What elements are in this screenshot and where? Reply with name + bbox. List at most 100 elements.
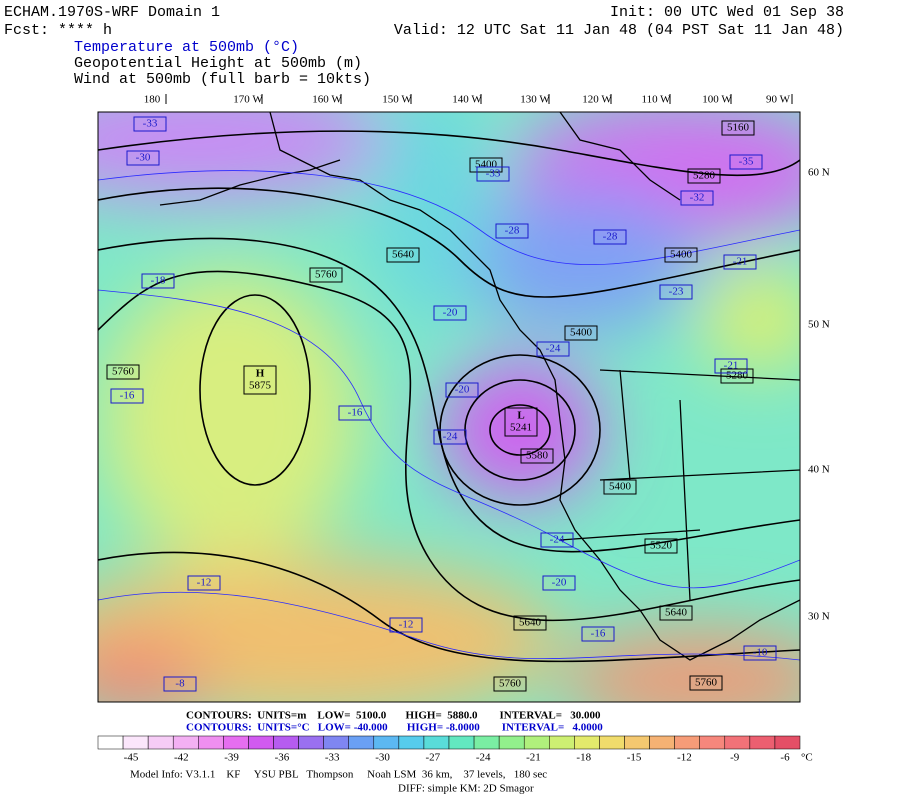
temperature-label-box (729, 154, 763, 170)
height-label-box (520, 448, 554, 464)
colorbar-tick-label: -30 (375, 752, 390, 764)
temperature-label-box (389, 617, 423, 633)
colorbar-tick-label: -24 (476, 752, 491, 764)
temperature-label: -10 (753, 647, 768, 659)
longitude-label: 90 W (766, 94, 791, 106)
temperature-label-box (714, 358, 748, 374)
colorbar-cell (749, 735, 776, 750)
temperature-label-box (133, 116, 167, 132)
colorbar-cell (323, 735, 349, 750)
colorbar-cell (498, 735, 525, 750)
colorbar-cell (674, 735, 700, 750)
low-value: 5241 (510, 422, 532, 434)
temperature-label-box (723, 254, 757, 270)
temperature-label: -8 (175, 678, 185, 690)
temperature-label: -33 (486, 168, 501, 180)
colorbar-cell (298, 735, 324, 750)
temperature-contours (98, 170, 800, 661)
temperature-label-box (743, 645, 777, 661)
forecast-hour: Fcst: **** h (4, 22, 112, 39)
height-label: 5760 (315, 269, 338, 281)
height-label: 5400 (609, 481, 632, 493)
height-label-box (309, 267, 343, 283)
temperature-label: -24 (546, 343, 561, 355)
colorbar-tick-label: -9 (730, 752, 740, 764)
colorbar-cell (649, 735, 675, 750)
temperature-label-box (187, 575, 221, 591)
height-label: 5640 (665, 607, 688, 619)
colorbar-unit: °C (801, 752, 813, 764)
contour-info: CONTOURS: UNITS=m LOW= 5100.0 HIGH= 5880… (186, 710, 601, 722)
height-label: 5400 (475, 159, 498, 171)
colorbar-tick-label: -21 (526, 752, 541, 764)
colorbar-tick-label: -33 (325, 752, 340, 764)
longitude-label: 160 W (312, 94, 342, 106)
height-label: 5760 (499, 678, 522, 690)
temperature-label-box (542, 575, 576, 591)
temperature-label: -21 (733, 256, 748, 268)
colorbar-cell (624, 735, 650, 750)
low-box (504, 407, 538, 437)
temperature-label-box (495, 223, 529, 239)
diff-info: DIFF: simple KM: 2D Smagor (398, 783, 534, 795)
colorbar-tick-label: -39 (224, 752, 239, 764)
longitude-label: 140 W (452, 94, 482, 106)
temperature-label: -20 (455, 384, 470, 396)
colorbar-cell (97, 735, 124, 750)
temperature-label-box (433, 305, 467, 321)
high-symbol: H (256, 368, 265, 380)
temperature-label-box (540, 532, 574, 548)
temperature-label: -12 (399, 619, 414, 631)
temperature-label-box (110, 388, 144, 404)
colorbar-cell (699, 735, 726, 750)
temperature-label-box (126, 150, 160, 166)
colorbar-cell (423, 735, 450, 750)
longitude-label: 110 W (641, 94, 671, 106)
temperature-label: -30 (136, 152, 151, 164)
height-label-box (720, 368, 754, 384)
temperature-label: -20 (443, 307, 458, 319)
height-label: 5520 (650, 540, 673, 552)
height-label-box (564, 325, 598, 341)
height-label: 5400 (570, 327, 593, 339)
height-label-box (689, 675, 723, 691)
colorbar-cell (248, 735, 274, 750)
temperature-label-box (659, 284, 693, 300)
map-frame (97, 111, 801, 703)
colorbar-cell (223, 735, 249, 750)
colorbar-cell (523, 735, 550, 750)
colorbar-tick-label: -27 (426, 752, 441, 764)
colorbar-cell (398, 735, 425, 750)
temperature-label-box (680, 190, 714, 206)
height-label: 5160 (727, 122, 750, 134)
colorbar-cell (448, 735, 475, 750)
colorbar-tick-label: -18 (576, 752, 591, 764)
height-label: 5580 (526, 450, 549, 462)
colorbar-tick-label: -6 (780, 752, 790, 764)
height-label-box (659, 605, 693, 621)
height-label: 5400 (670, 249, 693, 261)
colorbar-cell (473, 735, 500, 750)
latitude-label: 60 N (808, 167, 830, 179)
latitude-label: 30 N (808, 611, 830, 623)
colorbar-tick-label: -12 (677, 752, 692, 764)
high-box (243, 365, 277, 395)
temperature-label-box (433, 429, 467, 445)
height-contours (98, 130, 800, 663)
temperature-label: -16 (348, 407, 363, 419)
colorbar-cell (774, 735, 801, 750)
valid-time: Valid: 12 UTC Sat 11 Jan 48 (04 PST Sat … (394, 22, 844, 39)
temperature-label: -16 (591, 628, 606, 640)
longitude-label: 130 W (520, 94, 550, 106)
colorbar-cell (724, 735, 751, 750)
height-label: 5760 (112, 366, 135, 378)
temperature-label-box (141, 273, 175, 289)
temperature-label: -24 (443, 431, 458, 443)
field-label: Temperature at 500mb (°C) (74, 39, 299, 56)
temperature-label-box (593, 229, 627, 245)
longitude-label: 100 W (702, 94, 732, 106)
colorbar: -45 -42 -39 -36 -33 -30 -27 -24 -21 -18 -15 -12 -9 -6… (97, 735, 813, 764)
temperature-label: -12 (197, 577, 212, 589)
temperature-label: -33 (143, 118, 158, 130)
colorbar-cell (549, 735, 575, 750)
